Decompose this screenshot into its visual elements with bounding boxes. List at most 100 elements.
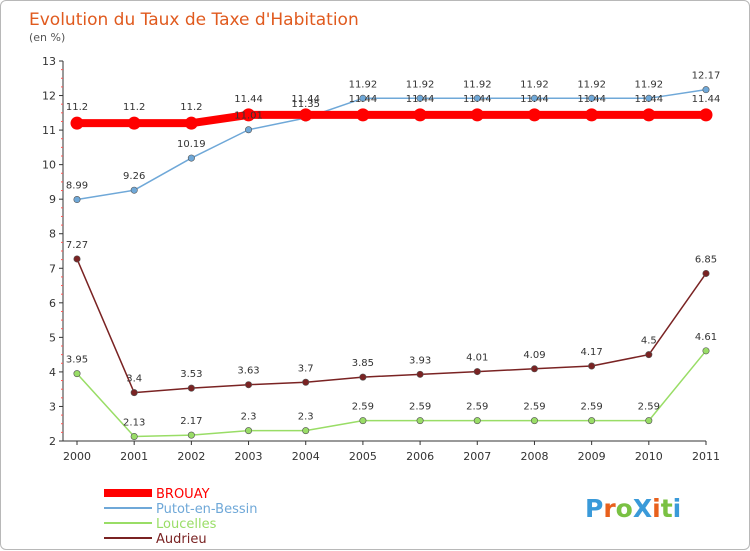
data-point (530, 417, 538, 425)
data-label: 11.92 (577, 79, 606, 90)
data-label: 3.63 (237, 366, 259, 377)
data-label: 11.44 (234, 94, 263, 105)
data-label: 11.35 (291, 99, 320, 110)
y-tick-label: 2 (49, 435, 56, 448)
data-label: 2.59 (466, 402, 488, 413)
x-tick-label: 2008 (520, 450, 548, 463)
data-labels-putot-en-bessin: 8.99 9.26 10.19 11.01 11.35 11.92 11.92 11.92 11… (66, 71, 720, 192)
data-point (245, 381, 253, 389)
data-point (299, 108, 313, 122)
x-tick-label: 2005 (349, 450, 377, 463)
logo-letter: i (652, 494, 661, 523)
data-point (73, 196, 81, 204)
data-point (642, 108, 656, 122)
data-label: 11.2 (180, 102, 202, 113)
data-point (645, 417, 653, 425)
x-tick-label: 2011 (692, 450, 720, 463)
data-label: 11.92 (634, 79, 663, 90)
data-label: 11.44 (406, 94, 435, 105)
series-audrieu (73, 255, 710, 397)
data-label: 4.5 (641, 336, 657, 347)
data-label: 11.92 (463, 79, 492, 90)
y-tick-label: 5 (49, 331, 56, 344)
data-label: 2.59 (638, 402, 660, 413)
data-point (645, 351, 653, 359)
data-point (242, 108, 256, 122)
series-line (76, 258, 707, 394)
x-tick-label: 2004 (292, 450, 320, 463)
data-label: 11.44 (291, 94, 320, 105)
data-label: 4.17 (581, 347, 603, 358)
data-labels-brouay: 11.2 11.2 11.211.44 11.44 11.44 11.44 11.44 11.… (66, 94, 720, 113)
data-label: 10.19 (177, 139, 206, 150)
data-label: 2.59 (581, 402, 603, 413)
data-label: 11.44 (577, 94, 606, 105)
data-point (416, 94, 424, 102)
y-tick-label: 12 (42, 90, 56, 103)
proxiti-logo: ProXiti (585, 494, 681, 523)
data-point (130, 389, 138, 397)
data-label: 11.44 (634, 94, 663, 105)
logo-letter: X (633, 494, 652, 523)
data-point (473, 417, 481, 425)
series-line (73, 110, 710, 128)
y-tick-label: 13 (42, 55, 56, 68)
data-label: 11.2 (123, 102, 145, 113)
data-label: 11.44 (520, 94, 549, 105)
data-label: 3.7 (298, 363, 314, 374)
data-label: 6.85 (695, 254, 717, 265)
data-label: 11.44 (692, 94, 721, 105)
data-label: 4.09 (523, 350, 545, 361)
data-label: 3.85 (352, 358, 374, 369)
data-label: 4.61 (695, 332, 717, 343)
data-label: 2.3 (298, 412, 314, 423)
y-tick-label: 3 (49, 400, 56, 413)
data-labels-audrieu: 7.27 3.4 3.53 3.63 3.7 3.85 3.93 4.01 4.09 4.17 4.… (66, 240, 717, 385)
data-point (702, 86, 710, 94)
data-point (187, 431, 195, 439)
data-label: 2.13 (123, 418, 145, 429)
logo-letter: i (673, 494, 682, 523)
logo-letter: o (616, 494, 633, 523)
legend-item: BROUAY (104, 487, 210, 502)
data-point (473, 94, 481, 102)
series-brouay (70, 108, 713, 130)
data-point (588, 362, 596, 370)
x-tick-label: 2000 (63, 450, 91, 463)
data-point (699, 108, 713, 122)
data-point (359, 417, 367, 425)
series-putot-en-bessin (73, 86, 710, 204)
y-tick-label: 9 (49, 193, 56, 206)
data-point (473, 368, 481, 376)
data-point (645, 94, 653, 102)
data-label: 9.26 (123, 171, 145, 182)
y-tick-label: 8 (49, 228, 56, 241)
x-tick-label: 2010 (635, 450, 663, 463)
legend-label: Loucelles (156, 517, 217, 532)
data-point (359, 94, 367, 102)
data-point (416, 417, 424, 425)
series-line (76, 350, 707, 438)
logo-letter: t (661, 494, 673, 523)
data-point (245, 427, 253, 435)
data-point (70, 116, 84, 130)
data-point (588, 417, 596, 425)
legend-label: Putot-en-Bessin (156, 502, 257, 517)
data-label: 2.59 (409, 402, 431, 413)
data-point (302, 427, 310, 435)
data-label: 2.59 (352, 402, 374, 413)
data-point (702, 347, 710, 355)
data-labels-loucelles: 3.95 2.13 2.17 2.3 2.3 2.59 2.59 2.59 2.59 2.59 2.… (66, 332, 717, 429)
data-point (470, 108, 484, 122)
data-label: 3.4 (126, 374, 142, 385)
logo-letter: r (603, 494, 616, 523)
data-label: 3.53 (180, 369, 202, 380)
logo-text: ProXiti (585, 494, 681, 523)
data-label: 8.99 (66, 181, 88, 192)
data-point (184, 116, 198, 130)
data-point (73, 255, 81, 263)
data-point (585, 108, 599, 122)
data-label: 11.92 (406, 79, 435, 90)
